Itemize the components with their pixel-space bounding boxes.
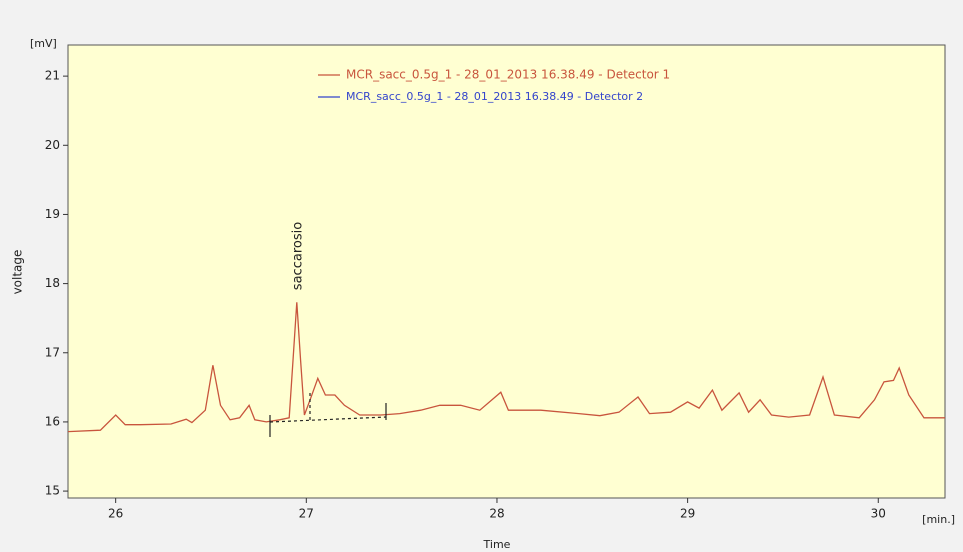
x-tick-label: 30 [871, 507, 886, 521]
y-tick-label: 19 [45, 207, 60, 221]
y-tick-label: 15 [45, 484, 60, 498]
x-tick-label: 29 [680, 507, 695, 521]
y-tick-label: 20 [45, 138, 60, 152]
legend-label: MCR_sacc_0.5g_1 - 28_01_2013 16.38.49 - … [346, 68, 670, 82]
y-tick-label: 21 [45, 69, 60, 83]
plot-layer: 15 16 17 18 19 20 21 26 27 28 29 30 MCR_sacc_0.5g_1 … [45, 68, 945, 521]
baseline [269, 416, 387, 423]
y-axis-label: voltage [11, 250, 25, 295]
peak-annotation: saccarosio [291, 222, 306, 290]
plot-area [67, 44, 946, 499]
y-tick-label: 16 [45, 414, 60, 428]
y-unit: [mV] [30, 37, 57, 50]
series-line [67, 302, 945, 433]
x-tick-label: 27 [299, 507, 314, 521]
x-unit: [min.] [922, 513, 955, 526]
y-tick-label: 17 [45, 345, 60, 359]
y-tick-label: 18 [45, 276, 60, 290]
legend-label: MCR_sacc_0.5g_1 - 28_01_2013 16.38.49 - … [346, 90, 643, 103]
x-axis-label: Time [483, 538, 511, 551]
x-tick-label: 28 [489, 507, 504, 521]
x-tick-label: 26 [108, 507, 123, 521]
integration-baseline [269, 390, 387, 437]
